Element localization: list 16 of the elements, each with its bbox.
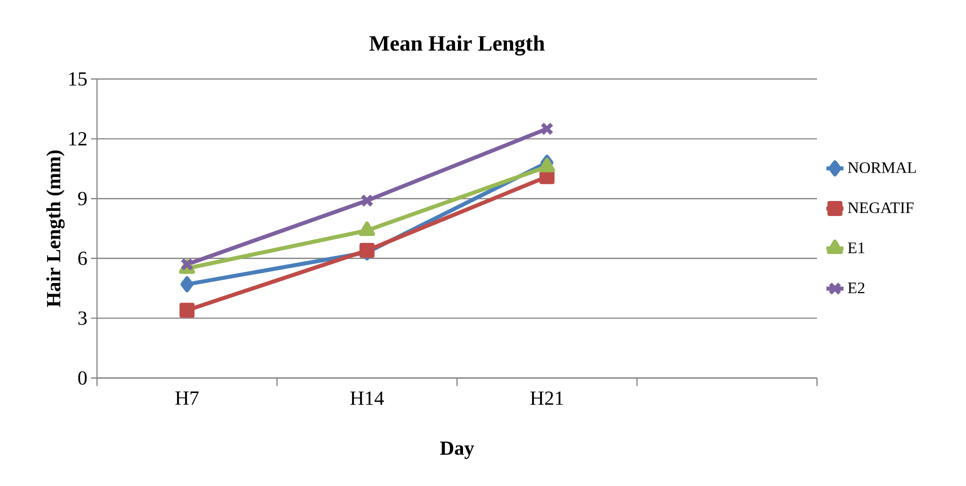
y-tick-label: 9 bbox=[78, 192, 87, 206]
legend-label: NEGATIF bbox=[848, 202, 914, 214]
x-tick-label: H21 bbox=[530, 392, 564, 405]
y-tick-label: 6 bbox=[78, 252, 87, 266]
legend-label: E1 bbox=[848, 242, 864, 254]
x-tick-label: H14 bbox=[350, 392, 384, 405]
x-axis-title: Day bbox=[440, 442, 474, 460]
y-tick-label: 3 bbox=[78, 311, 87, 325]
x-tick-label: H7 bbox=[175, 392, 199, 405]
y-tick-label: 12 bbox=[69, 132, 86, 146]
y-axis-title: Hair Length (mm) bbox=[46, 150, 65, 308]
legend-label: E2 bbox=[848, 282, 864, 294]
y-tick-label: 15 bbox=[69, 72, 87, 86]
y-tick-label: 0 bbox=[78, 371, 87, 385]
chart-title: Mean Hair Length bbox=[369, 35, 545, 56]
legend-label: NORMAL bbox=[848, 162, 916, 174]
